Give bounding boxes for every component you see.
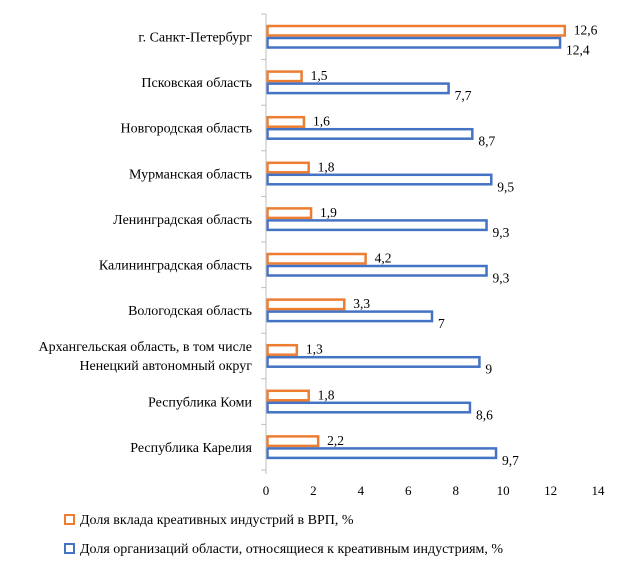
bar-vrp-share <box>266 435 320 448</box>
data-label: 1,3 <box>306 342 323 357</box>
x-tick-label: 12 <box>544 483 557 498</box>
category-label: Республика Карелия <box>130 441 252 456</box>
legend-marker <box>64 543 75 554</box>
category-label: Калининградская область <box>99 259 252 274</box>
bar-org-share <box>266 401 472 414</box>
data-label: 1,5 <box>311 68 328 83</box>
bar-org-share <box>266 355 481 368</box>
bar-org-share <box>266 173 493 186</box>
category-label: Псковская область <box>141 76 252 91</box>
data-label: 8,7 <box>478 134 495 149</box>
bar-vrp-share <box>266 161 310 174</box>
bar-vrp-share <box>266 252 367 265</box>
data-label: 4,2 <box>375 251 392 266</box>
x-tick-label: 10 <box>497 483 510 498</box>
x-tick-label: 2 <box>310 483 317 498</box>
data-label: 12,6 <box>574 23 598 38</box>
data-label: 9,3 <box>493 271 510 286</box>
data-label: 3,3 <box>353 296 370 311</box>
bar-org-share <box>266 82 450 95</box>
data-label: 1,9 <box>320 205 337 220</box>
bar-vrp-share <box>266 115 306 128</box>
data-label: 9,7 <box>502 453 519 468</box>
bar-org-share <box>266 447 498 460</box>
category-label: Республика Коми <box>148 395 252 410</box>
category-label: Новгородская область <box>121 122 252 137</box>
data-label: 1,8 <box>318 387 335 402</box>
x-tick-label: 6 <box>405 483 412 498</box>
x-tick-label: 4 <box>358 483 365 498</box>
bar-vrp-share <box>266 389 310 402</box>
bar-org-share <box>266 219 488 232</box>
data-label: 7,7 <box>455 88 472 103</box>
bar-org-share <box>266 36 562 49</box>
category-label: г. Санкт-Петербург <box>138 31 252 46</box>
data-label: 1,6 <box>313 114 330 129</box>
bar-vrp-share <box>266 207 313 220</box>
bar-org-share <box>266 264 488 277</box>
data-label: 2,2 <box>327 433 344 448</box>
category-label: Ленинградская область <box>113 213 252 228</box>
category-label: Ненецкий автономный округ <box>79 359 252 374</box>
x-tick-label: 0 <box>263 483 270 498</box>
bar-vrp-share <box>266 298 346 311</box>
bar-vrp-share <box>266 70 303 83</box>
data-label: 9 <box>485 362 492 377</box>
x-tick-label: 8 <box>452 483 459 498</box>
data-label: 1,8 <box>318 159 335 174</box>
data-label: 9,5 <box>497 179 514 194</box>
legend-entry: Доля вклада креативных индустрий в ВРП, … <box>80 513 354 528</box>
bar-org-share <box>266 127 474 140</box>
data-label: 12,4 <box>566 43 590 58</box>
data-label: 9,3 <box>493 225 510 240</box>
data-label: 8,6 <box>476 407 493 422</box>
x-tick-label: 14 <box>592 483 606 498</box>
data-label: 7 <box>438 316 445 331</box>
bar-vrp-share <box>266 343 299 356</box>
legend-entry: Доля организаций области, относящиеся к … <box>80 542 503 557</box>
legend-marker <box>64 514 75 525</box>
category-label: Архангельская область, в том числе <box>38 340 252 355</box>
category-label: Вологодская область <box>128 304 252 319</box>
bar-vrp-share <box>266 24 567 37</box>
category-label: Мурманская область <box>129 167 252 182</box>
bar-org-share <box>266 310 434 323</box>
